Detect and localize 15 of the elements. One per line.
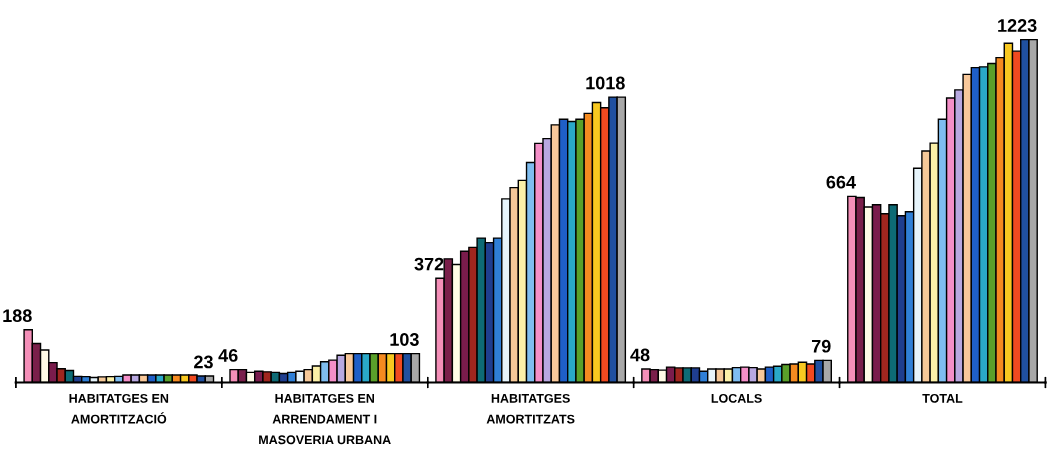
data-label: 1018 bbox=[586, 76, 625, 90]
data-label: 664 bbox=[826, 175, 856, 189]
x-tick-label: HABITATGES EN AMORTITZACIÓ bbox=[69, 393, 169, 424]
data-label: 23 bbox=[194, 355, 213, 369]
data-label: 48 bbox=[630, 348, 650, 362]
data-label: 103 bbox=[390, 333, 419, 346]
x-tick-label: LOCALS bbox=[711, 393, 762, 403]
data-label: 188 bbox=[3, 309, 32, 323]
x-tick-label: HABITATGES EN ARRENDAMENT I MASOVERIA URBANA bbox=[259, 393, 391, 445]
x-tick-label: HABITATGES AMORTITZATS bbox=[486, 393, 575, 424]
x-tick-label: TOTAL bbox=[922, 393, 963, 403]
data-label: 372 bbox=[414, 257, 444, 271]
data-label: 1223 bbox=[998, 19, 1037, 32]
data-label: 79 bbox=[811, 339, 831, 353]
data-label: 46 bbox=[218, 349, 238, 362]
